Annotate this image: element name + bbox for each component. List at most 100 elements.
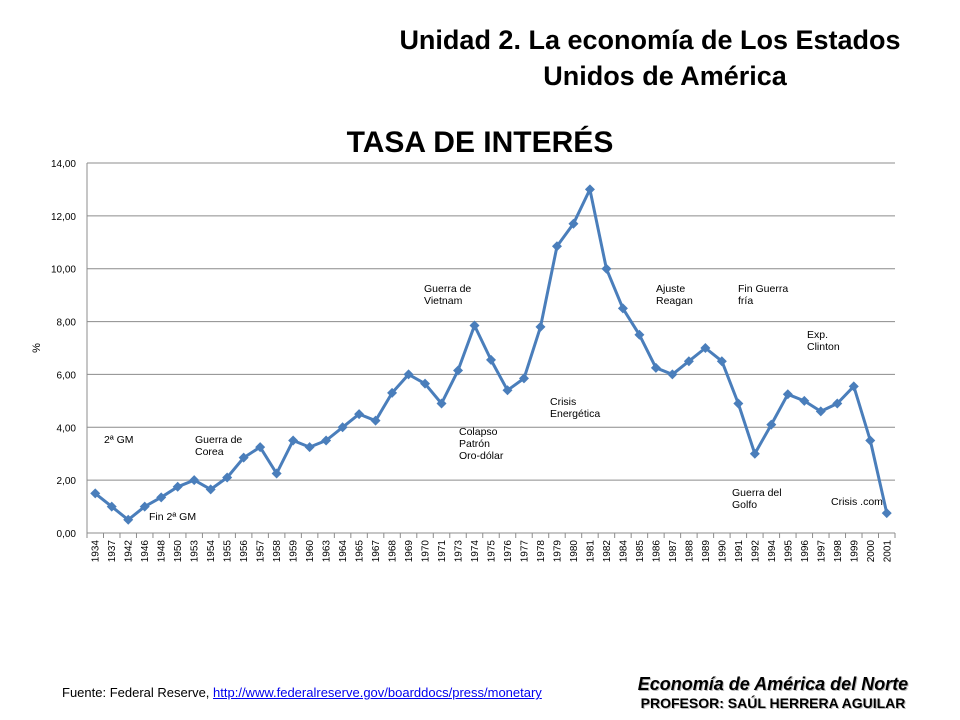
data-point xyxy=(156,492,167,503)
annotation-line: 2ª GM xyxy=(104,434,134,446)
data-point xyxy=(370,415,381,426)
data-point xyxy=(106,501,117,512)
annotation-line: fría xyxy=(738,295,753,307)
y-tick-label: 8,00 xyxy=(57,318,77,329)
x-tick-label: 1960 xyxy=(305,540,316,563)
annotation-label: Exp. Clinton xyxy=(807,329,840,353)
course-name: Economía de América del Norte xyxy=(637,674,909,694)
data-point xyxy=(387,387,398,398)
data-point xyxy=(881,508,892,519)
source-link[interactable]: http://www.federalreserve.gov/boarddocs/… xyxy=(213,685,542,700)
x-tick-label: 1971 xyxy=(437,540,448,563)
annotation-label: Crisis Energética xyxy=(550,396,600,420)
data-point xyxy=(436,398,447,409)
annotation-label: 2ª GM xyxy=(104,434,134,446)
x-tick-label: 1999 xyxy=(849,540,860,563)
x-tick-label: 1990 xyxy=(717,540,728,563)
data-point xyxy=(518,373,529,384)
x-tick-label: 1982 xyxy=(602,540,613,563)
data-point xyxy=(782,389,793,400)
y-tick-label: 12,00 xyxy=(51,212,76,223)
annotation-label: Fin Guerra fría xyxy=(738,283,788,307)
data-point xyxy=(716,356,727,367)
data-point xyxy=(749,448,760,459)
data-point xyxy=(832,398,843,409)
y-tick-label: 14,00 xyxy=(51,159,76,170)
x-tick-label: 1968 xyxy=(388,540,399,563)
data-point xyxy=(865,435,876,446)
x-tick-label: 1974 xyxy=(470,540,481,563)
data-point xyxy=(551,241,562,252)
x-tick-label: 1989 xyxy=(701,540,712,563)
x-tick-label: 1991 xyxy=(734,540,745,563)
annotation-line: Fin 2ª GM xyxy=(149,511,196,523)
professor-name: PROFESOR: SAÚL HERRERA AGUILAR xyxy=(640,695,906,711)
chart-series xyxy=(90,184,892,525)
x-tick-label: 1984 xyxy=(618,540,629,563)
x-tick-label: 2001 xyxy=(882,540,893,563)
annotation-line: Corea xyxy=(195,446,224,458)
data-point xyxy=(502,385,513,396)
annotation-line: Guerra del xyxy=(732,487,782,499)
x-tick-label: 1959 xyxy=(289,540,300,563)
annotation-line: Oro-dólar xyxy=(459,450,504,462)
annotation-label: Crisis .com xyxy=(831,496,883,508)
x-tick-label: 1958 xyxy=(272,540,283,563)
annotation-line: Guerra de xyxy=(195,434,242,446)
annotation-line: Guerra de xyxy=(424,283,471,295)
footer-source: Fuente: Federal Reserve, http://www.fede… xyxy=(62,685,542,700)
data-point xyxy=(568,218,579,229)
annotation-label: Ajuste Reagan xyxy=(656,283,693,307)
x-tick-label: 1977 xyxy=(519,540,530,563)
data-point xyxy=(123,514,134,525)
chart-gridlines xyxy=(86,162,895,534)
data-point xyxy=(799,395,810,406)
x-tick-label: 1992 xyxy=(750,540,761,563)
x-tick-label: 1950 xyxy=(173,540,184,563)
x-tick-label: 2000 xyxy=(866,540,877,563)
course-info: Economía de América del Norte PROFESOR: … xyxy=(608,674,938,711)
x-tick-label: 1955 xyxy=(223,540,234,563)
x-tick-label: 1973 xyxy=(454,540,465,563)
unit-title: Unidad 2. La economía de Los Estados Uni… xyxy=(360,22,940,94)
annotation-line: Crisis .com xyxy=(831,496,883,508)
annotation-label: Fin 2ª GM xyxy=(149,511,196,523)
data-point xyxy=(172,481,183,492)
x-tick-label: 1957 xyxy=(256,540,267,563)
annotation-line: Golfo xyxy=(732,499,757,511)
x-tick-label: 1986 xyxy=(651,540,662,563)
y-tick-label: 2,00 xyxy=(57,476,77,487)
annotation-label: Guerra de Vietnam xyxy=(424,283,471,307)
annotation-line: Vietnam xyxy=(424,295,463,307)
data-point xyxy=(848,381,859,392)
x-tick-label: 1996 xyxy=(800,540,811,563)
data-point xyxy=(222,472,233,483)
annotation-line: Crisis xyxy=(550,396,576,408)
data-point xyxy=(486,354,496,365)
data-point xyxy=(634,329,645,340)
x-axis-ticks: 1934 1937 1942 1946 1948 1950 1953 1954 1955 1956… xyxy=(86,533,896,563)
data-point xyxy=(337,422,348,433)
x-tick-label: 1969 xyxy=(404,540,415,563)
data-point xyxy=(584,184,595,195)
annotation-label: Guerra del Golfo xyxy=(732,487,782,511)
x-tick-label: 1995 xyxy=(783,540,794,563)
annotation-line: Fin Guerra xyxy=(738,283,788,295)
annotation-line: Ajuste xyxy=(656,283,685,295)
x-tick-label: 1988 xyxy=(684,540,695,563)
data-point xyxy=(766,419,777,430)
data-point xyxy=(453,365,464,376)
x-tick-label: 1976 xyxy=(503,540,514,563)
x-tick-label: 1953 xyxy=(190,540,201,563)
y-tick-label: 0,00 xyxy=(57,529,77,540)
x-tick-label: 1997 xyxy=(816,540,827,563)
data-point xyxy=(238,452,249,463)
data-point xyxy=(304,442,315,453)
x-tick-label: 1956 xyxy=(239,540,250,563)
data-point xyxy=(667,369,678,380)
chart-title: TASA DE INTERÉS xyxy=(347,125,614,159)
x-tick-label: 1934 xyxy=(91,540,102,563)
series-line xyxy=(94,187,889,522)
